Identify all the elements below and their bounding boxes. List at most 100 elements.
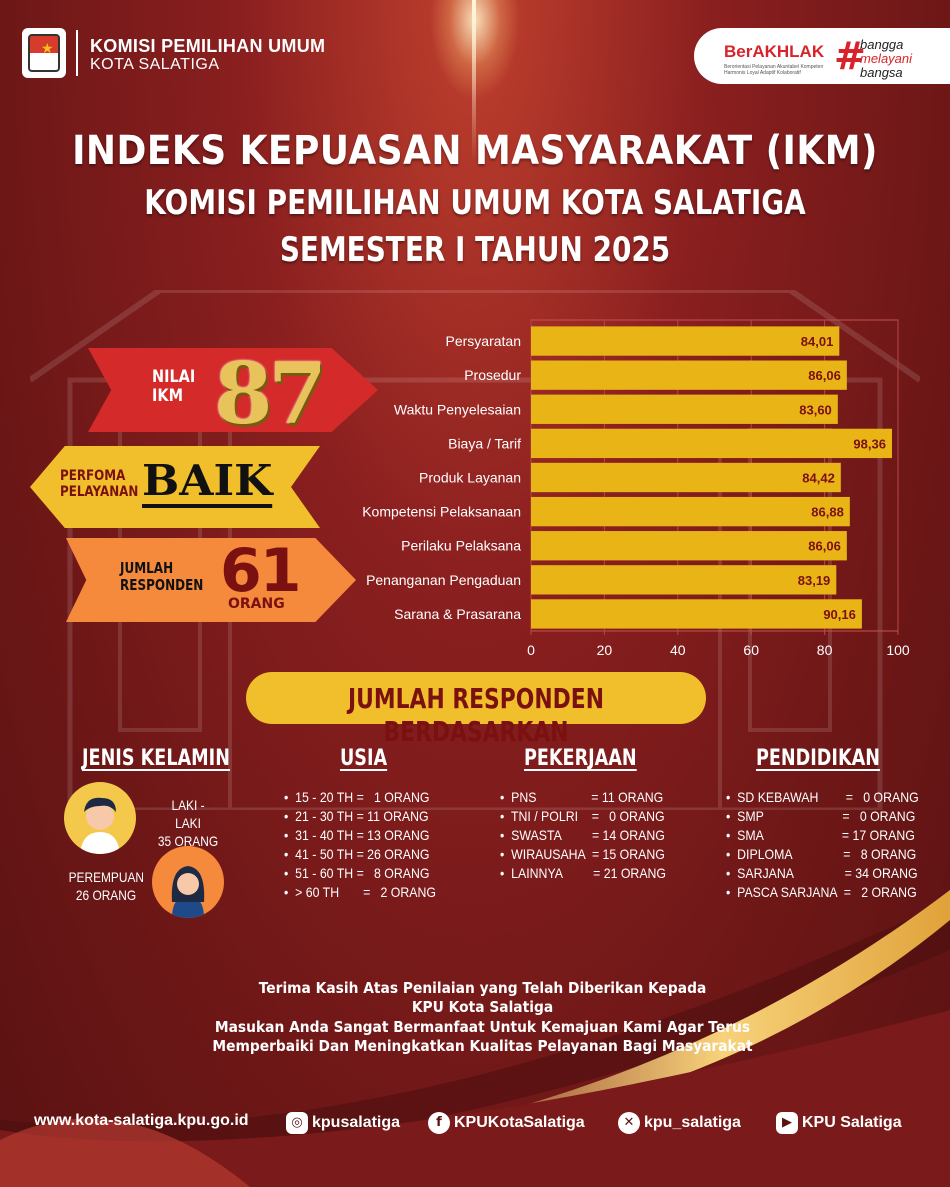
thanks-line-4: Memperbaiki Dan Meningkatkan Kualitas Pe… xyxy=(212,1037,753,1055)
education-item: SARJANA = 34 ORANG xyxy=(726,864,919,883)
x-icon: ✕ xyxy=(618,1112,640,1134)
facebook-link[interactable]: f KPUKotaSalatiga xyxy=(428,1112,585,1134)
occupation-item: SWASTA = 14 ORANG xyxy=(500,826,666,845)
bar xyxy=(531,462,841,493)
education-list: SD KEBAWAH = 0 ORANGSMP = 0 ORANGSMA = 1… xyxy=(726,788,945,902)
education-item: DIPLOMA = 8 ORANG xyxy=(726,845,919,864)
value-label: 86,88 xyxy=(811,505,844,520)
category-label: Biaya / Tarif xyxy=(448,435,521,451)
category-label: Waktu Penyelesaian xyxy=(394,401,521,417)
bar xyxy=(531,531,847,561)
x-link[interactable]: ✕ kpu_salatiga xyxy=(618,1112,741,1134)
berakhlak-badge: BerAKHLAK Berorientasi Pelayanan Akuntab… xyxy=(694,28,950,84)
occupation-title: PEKERJAAN xyxy=(524,746,637,771)
value-label: 90,16 xyxy=(823,607,856,622)
facebook-icon: f xyxy=(428,1112,450,1134)
bar xyxy=(531,428,892,459)
female-avatar-icon xyxy=(152,846,224,918)
female-stat: PEREMPUAN 26 ORANG xyxy=(68,869,144,903)
respondent-arrow xyxy=(66,538,356,622)
respondent-label: JUMLAH RESPONDEN xyxy=(120,559,204,594)
education-item: SMP = 0 ORANG xyxy=(726,807,919,826)
age-item: 51 - 60 TH = 8 ORANG xyxy=(284,864,436,883)
bar xyxy=(531,360,847,390)
x-tick-label: 60 xyxy=(743,642,759,658)
education-title: PENDIDIKAN xyxy=(756,746,880,771)
youtube-link[interactable]: ▶ KPU Salatiga xyxy=(776,1112,902,1134)
value-label: 83,60 xyxy=(799,402,832,417)
age-item: 15 - 20 TH = 1 ORANG xyxy=(284,788,436,807)
x-tick-label: 100 xyxy=(886,642,910,658)
age-item: > 60 TH = 2 ORANG xyxy=(284,883,436,902)
education-item: SMA = 17 ORANG xyxy=(726,826,919,845)
respondent-value: 61 xyxy=(220,536,301,606)
hashtag-icon: # xyxy=(834,34,866,78)
age-item: 41 - 50 TH = 26 ORANG xyxy=(284,845,436,864)
category-label: Perilaku Pelaksana xyxy=(401,538,521,554)
age-title: USIA xyxy=(340,746,388,771)
occupation-item: LAINNYA = 21 ORANG xyxy=(500,864,666,883)
thanks-line-1: Terima Kasih Atas Penilaian yang Telah D… xyxy=(258,979,707,997)
occupation-item: TNI / POLRI = 0 ORANG xyxy=(500,807,666,826)
respondent-unit: ORANG xyxy=(228,596,285,612)
section-header: JUMLAH RESPONDEN BERDASARKAN xyxy=(246,672,706,748)
kpu-logo: ★ xyxy=(22,28,66,78)
value-label: 86,06 xyxy=(808,368,841,383)
ikm-value: 87 xyxy=(214,344,327,443)
bar xyxy=(531,326,840,356)
value-label: 83,19 xyxy=(798,573,831,588)
ikm-label: NILAI IKM xyxy=(152,367,196,406)
male-stat: LAKI - LAKI 35 ORANG xyxy=(157,797,219,849)
age-item: 31 - 40 TH = 13 ORANG xyxy=(284,826,436,845)
bangga-melayani-bangsa: bangga melayani bangsa xyxy=(860,37,913,80)
berakhlak-tagline: Berorientasi Pelayanan Akuntabel Kompete… xyxy=(724,64,824,76)
performance-label: PERFOMA PELAYANAN xyxy=(60,468,139,500)
header-divider xyxy=(76,30,78,76)
value-label: 98,36 xyxy=(853,436,886,451)
value-label: 84,42 xyxy=(802,471,835,486)
x-tick-label: 20 xyxy=(597,642,613,658)
berakhlak-logo: BerAKHLAK xyxy=(724,42,825,61)
website-link[interactable]: www.kota-salatiga.kpu.go.id xyxy=(34,1112,249,1129)
youtube-icon: ▶ xyxy=(776,1112,798,1134)
category-label: Prosedur xyxy=(464,367,521,383)
education-item: PASCA SARJANA = 2 ORANG xyxy=(726,883,919,902)
x-tick-label: 80 xyxy=(817,642,833,658)
bar xyxy=(531,565,837,595)
page-subtitle: KOMISI PEMILIHAN UMUM KOTA SALATIGA xyxy=(144,183,806,223)
age-list: 15 - 20 TH = 1 ORANG21 - 30 TH = 11 ORAN… xyxy=(284,788,457,902)
instagram-icon: ◎ xyxy=(286,1112,308,1134)
male-avatar-icon xyxy=(64,782,136,854)
thanks-line-2: KPU Kota Salatiga xyxy=(411,998,554,1016)
gold-wave-decoration xyxy=(0,890,950,1187)
gender-title: JENIS KELAMIN xyxy=(82,746,230,771)
category-label: Penanganan Pengaduan xyxy=(366,572,521,588)
instagram-link[interactable]: ◎ kpusalatiga xyxy=(286,1112,400,1134)
value-label: 84,01 xyxy=(801,334,834,349)
category-label: Kompetensi Pelaksanaan xyxy=(362,504,521,520)
performance-value: BAIK xyxy=(142,458,273,508)
occupation-item: WIRAUSAHA = 15 ORANG xyxy=(500,845,666,864)
thanks-line-3: Masukan Anda Sangat Bermanfaat Untuk Kem… xyxy=(214,1018,751,1036)
category-label: Produk Layanan xyxy=(419,470,521,486)
occupation-list: PNS = 11 ORANGTNI / POLRI = 0 ORANGSWAST… xyxy=(500,788,689,883)
x-tick-label: 0 xyxy=(527,642,535,658)
org-name: KOMISI PEMILIHAN UMUM xyxy=(90,36,326,56)
page-title: INDEKS KEPUASAN MASYARAKAT (IKM) xyxy=(72,128,878,174)
bar xyxy=(531,394,838,424)
category-label: Sarana & Prasarana xyxy=(394,606,521,622)
age-item: 21 - 30 TH = 11 ORANG xyxy=(284,807,436,826)
education-item: SD KEBAWAH = 0 ORANG xyxy=(726,788,919,807)
section-title: JUMLAH RESPONDEN BERDASARKAN xyxy=(348,682,604,748)
org-city: KOTA SALATIGA xyxy=(90,56,220,73)
bar xyxy=(531,496,850,527)
category-label: Persyaratan xyxy=(446,333,521,349)
page-period: SEMESTER I TAHUN 2025 xyxy=(279,230,671,270)
x-tick-label: 40 xyxy=(670,642,686,658)
ikm-arrow xyxy=(88,348,378,432)
light-beam xyxy=(472,0,476,160)
performance-arrow xyxy=(30,446,320,528)
value-label: 86,06 xyxy=(808,539,841,554)
ikm-bar-chart: 0 20 40 60 80 100 Persyaratan 84,01 Prosedur 86,0… xyxy=(362,319,910,658)
occupation-item: PNS = 11 ORANG xyxy=(500,788,666,807)
